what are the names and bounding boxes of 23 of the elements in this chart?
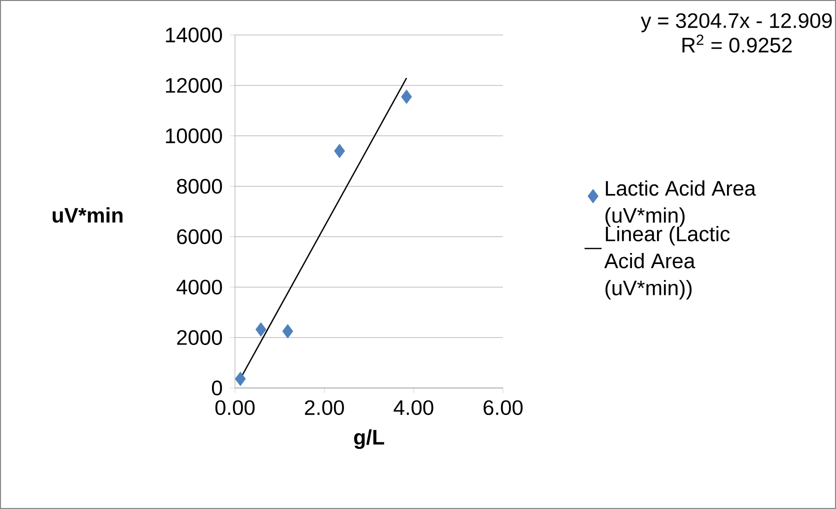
text: y = 3204.7x - 12.909	[640, 13, 832, 32]
y-tick-label: 8000	[177, 178, 222, 194]
x-tick-label: 2.00	[304, 400, 344, 416]
point	[234, 372, 246, 386]
legend-label: Lactic Acid Area (uV*min)	[606, 180, 756, 227]
x-tick-label: 0.00	[215, 400, 255, 416]
y-tick-label: 14000	[166, 28, 222, 42]
point	[401, 90, 412, 104]
x-tick-label: 6.00	[484, 400, 523, 416]
text: R$^{2}$ = 0.9252	[682, 34, 792, 53]
legend-label: Linear (Lactic Acid Area (uV*min))	[604, 226, 730, 300]
x-tick-label: 4.00	[394, 400, 434, 416]
y-tick-label: 2000	[177, 330, 222, 345]
x-axis-title: g/L	[354, 429, 384, 449]
y-tick-label: 12000	[166, 78, 222, 93]
point	[334, 144, 345, 158]
y-tick-label: 10000	[166, 128, 222, 144]
point	[255, 322, 266, 337]
y-tick-label: 0	[212, 380, 222, 396]
point	[282, 324, 294, 338]
y-tick-label: 4000	[176, 280, 222, 295]
y-axis-title: uV*min	[52, 207, 122, 223]
y-tick-label: 6000	[177, 229, 222, 244]
